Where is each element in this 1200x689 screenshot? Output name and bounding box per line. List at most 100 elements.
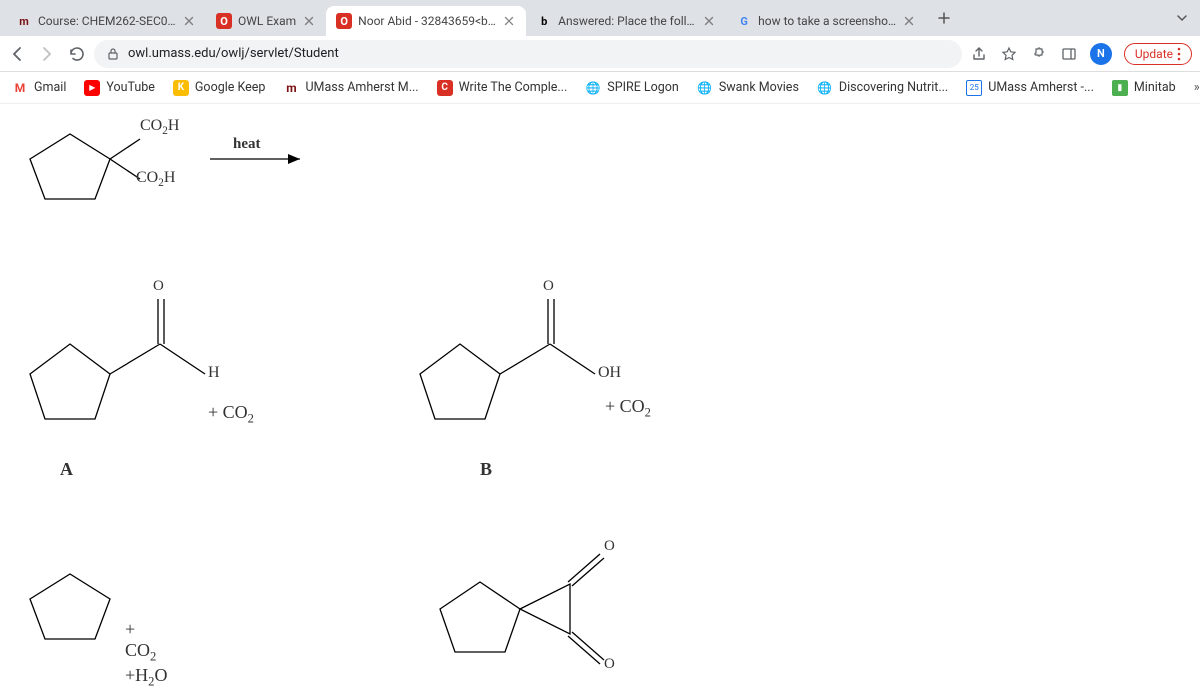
bookmark-umass-25[interactable]: 25 UMass Amherst -... bbox=[966, 80, 1094, 96]
bookmark-button[interactable] bbox=[1000, 45, 1018, 63]
forward-button[interactable] bbox=[38, 45, 56, 63]
arrow-right-icon bbox=[38, 45, 56, 63]
close-icon[interactable] bbox=[902, 14, 916, 28]
panel-icon bbox=[1061, 46, 1077, 62]
bookmark-youtube[interactable]: ▶ YouTube bbox=[84, 80, 155, 96]
bookmark-label: Swank Movies bbox=[719, 80, 799, 95]
bookmark-label: Google Keep bbox=[195, 80, 266, 95]
update-label: Update bbox=[1135, 47, 1173, 61]
arrow-left-icon bbox=[8, 45, 26, 63]
tab-favicon: m bbox=[16, 13, 32, 29]
option-a-co2: + CO2 bbox=[208, 402, 254, 427]
youtube-icon: ▶ bbox=[84, 80, 100, 96]
tab-0[interactable]: m Course: CHEM262-SEC01 Orga bbox=[6, 6, 206, 36]
minitab-icon: ▮ bbox=[1112, 80, 1128, 96]
menu-dots-icon bbox=[1177, 47, 1181, 61]
option-b-label: B bbox=[480, 459, 492, 480]
tab-3[interactable]: b Answered: Place the following bbox=[526, 6, 726, 36]
avatar-letter: N bbox=[1097, 47, 1105, 60]
bookmark-label: SPIRE Logon bbox=[607, 80, 679, 95]
reload-icon bbox=[68, 45, 86, 63]
option-b-co2: + CO2 bbox=[605, 396, 651, 421]
tab-favicon: b bbox=[536, 13, 552, 29]
keep-icon: K bbox=[173, 80, 189, 96]
close-icon[interactable] bbox=[702, 14, 716, 28]
bookmark-spire[interactable]: 🌐 SPIRE Logon bbox=[585, 80, 679, 96]
option-a-h: H bbox=[208, 364, 220, 382]
bookmark-swank[interactable]: 🌐 Swank Movies bbox=[697, 80, 799, 96]
bookmark-write[interactable]: C Write The Comple... bbox=[437, 80, 568, 96]
option-a-o: O bbox=[153, 278, 164, 295]
cal-icon: 25 bbox=[966, 80, 982, 96]
option-b-structure: O OH + CO2 B bbox=[400, 274, 680, 478]
tab-1[interactable]: O OWL Exam bbox=[206, 6, 326, 36]
nav-buttons bbox=[8, 45, 86, 63]
tab-title: OWL Exam bbox=[238, 14, 296, 28]
reactant-structure: CO2H CO2H heat bbox=[10, 109, 310, 223]
puzzle-icon bbox=[1031, 46, 1047, 62]
bookmark-keep[interactable]: K Google Keep bbox=[173, 80, 266, 96]
tab-title: Answered: Place the following bbox=[558, 14, 696, 28]
tab-2[interactable]: O Noor Abid - 32843659<br/> S bbox=[326, 6, 526, 36]
c-icon: C bbox=[437, 80, 453, 96]
plus-icon bbox=[937, 11, 951, 25]
bookmarks-overflow[interactable]: » bbox=[1194, 80, 1200, 95]
lock-icon bbox=[106, 47, 120, 61]
arrow-label: heat bbox=[233, 136, 261, 153]
reactant-label-top: CO2H bbox=[140, 117, 179, 137]
bookmark-label: Discovering Nutrit... bbox=[839, 80, 948, 95]
chevron-down-icon bbox=[1175, 11, 1189, 25]
tab-favicon: O bbox=[336, 13, 352, 29]
page-content: CO2H CO2H heat O H + CO2 A O OH + bbox=[0, 104, 1200, 675]
close-icon[interactable] bbox=[502, 14, 516, 28]
bookmark-gmail[interactable]: M Gmail bbox=[12, 80, 66, 96]
option-a-structure: O H + CO2 A bbox=[10, 274, 290, 478]
profile-avatar[interactable]: N bbox=[1090, 43, 1112, 65]
option-b-oh: OH bbox=[598, 364, 621, 382]
back-button[interactable] bbox=[8, 45, 26, 63]
globe-icon: 🌐 bbox=[697, 80, 713, 96]
url-text: owl.umass.edu/owlj/servlet/Student bbox=[128, 46, 339, 61]
bookmark-label: UMass Amherst -... bbox=[988, 80, 1094, 95]
bookmark-umass-m[interactable]: m UMass Amherst M... bbox=[283, 80, 418, 96]
bookmark-label: YouTube bbox=[106, 80, 155, 95]
toolbar: owl.umass.edu/owlj/servlet/Student N Upd… bbox=[0, 36, 1200, 72]
tab-strip: m Course: CHEM262-SEC01 Orga O OWL Exam … bbox=[0, 0, 1200, 36]
bookmark-label: Gmail bbox=[34, 80, 66, 95]
reload-button[interactable] bbox=[68, 45, 86, 63]
extensions-button[interactable] bbox=[1030, 45, 1048, 63]
new-tab-button[interactable] bbox=[930, 4, 958, 32]
bookmark-label: Write The Comple... bbox=[459, 80, 568, 95]
tab-overflow-button[interactable] bbox=[1170, 11, 1194, 25]
bookmark-label: UMass Amherst M... bbox=[305, 80, 418, 95]
tab-title: how to take a screenshot on m bbox=[758, 14, 896, 28]
sidepanel-button[interactable] bbox=[1060, 45, 1078, 63]
tab-title: Noor Abid - 32843659<br/> S bbox=[358, 14, 496, 28]
close-icon[interactable] bbox=[182, 14, 196, 28]
umass-icon: m bbox=[283, 80, 299, 96]
option-d-o-top: O bbox=[604, 538, 615, 555]
bookmark-nutrit[interactable]: 🌐Discovering Nutrit... bbox=[817, 80, 948, 96]
omnibox[interactable]: owl.umass.edu/owlj/servlet/Student bbox=[94, 40, 962, 68]
update-button[interactable]: Update bbox=[1124, 43, 1192, 65]
share-button[interactable] bbox=[970, 45, 988, 63]
toolbar-right: N Update bbox=[970, 43, 1192, 65]
reactant-label-bottom: CO2H bbox=[136, 169, 175, 189]
tab-favicon: O bbox=[216, 13, 232, 29]
option-b-o: O bbox=[543, 278, 554, 295]
tab-4[interactable]: G how to take a screenshot on m bbox=[726, 6, 926, 36]
share-icon bbox=[971, 46, 987, 62]
tab-favicon: G bbox=[736, 13, 752, 29]
tab-title: Course: CHEM262-SEC01 Orga bbox=[38, 14, 176, 28]
bookmark-minitab[interactable]: ▮ Minitab bbox=[1112, 80, 1176, 96]
bookmark-label: Minitab bbox=[1134, 80, 1176, 95]
close-icon[interactable] bbox=[302, 14, 316, 28]
option-c-text: + CO2 +H2O bbox=[125, 619, 167, 689]
option-c-structure: + CO2 +H2O bbox=[10, 549, 130, 663]
option-d-structure: O O bbox=[420, 524, 640, 688]
option-d-o-bottom: O bbox=[604, 656, 615, 673]
gmail-icon: M bbox=[12, 80, 28, 96]
star-icon bbox=[1001, 46, 1017, 62]
globe-icon: 🌐 bbox=[585, 80, 601, 96]
option-a-label: A bbox=[60, 459, 73, 480]
